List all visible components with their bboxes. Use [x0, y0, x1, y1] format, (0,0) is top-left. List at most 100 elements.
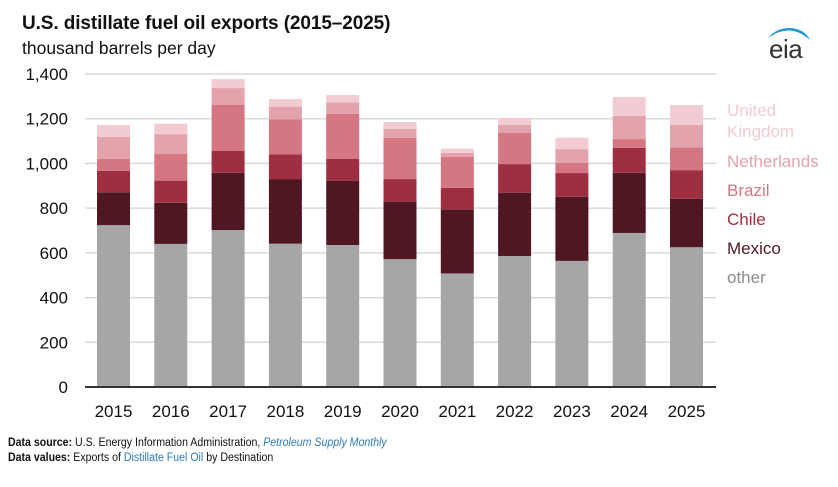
- bar-segment-chile[interactable]: [211, 150, 245, 173]
- legend-item-mexico[interactable]: Mexico: [727, 238, 781, 259]
- bar-segment-brazil[interactable]: [268, 119, 302, 155]
- bar-segment-chile[interactable]: [326, 158, 360, 181]
- x-tick-label: 2022: [496, 402, 534, 421]
- legend-item-netherlands[interactable]: Netherlands: [727, 151, 819, 172]
- legend-item-other[interactable]: other: [727, 267, 766, 288]
- bar-segment-chile[interactable]: [498, 164, 532, 193]
- bar-segment-other[interactable]: [612, 232, 646, 387]
- legend-label: Chile: [727, 210, 766, 229]
- bar-segment-other[interactable]: [326, 245, 360, 387]
- bar-segment-mexico[interactable]: [268, 179, 302, 244]
- bar-segment-united-kingdom[interactable]: [268, 99, 302, 107]
- bar-segment-chile[interactable]: [97, 170, 130, 193]
- bar-segment-other[interactable]: [555, 260, 589, 387]
- bar-stack-2024: [612, 97, 646, 387]
- legend-item-brazil[interactable]: Brazil: [727, 180, 770, 201]
- bar-segment-mexico[interactable]: [612, 172, 646, 233]
- bar-segment-netherlands[interactable]: [154, 134, 188, 155]
- bar-segment-netherlands[interactable]: [97, 136, 130, 159]
- bar-segment-netherlands[interactable]: [268, 106, 302, 120]
- bar-segment-united-kingdom[interactable]: [498, 118, 532, 125]
- bar-segment-other[interactable]: [383, 259, 417, 387]
- bar-segment-mexico[interactable]: [498, 192, 532, 256]
- bar-segment-chile[interactable]: [670, 170, 703, 199]
- bar-segment-brazil[interactable]: [383, 137, 417, 180]
- bar-segment-mexico[interactable]: [383, 201, 417, 260]
- bar-segment-mexico[interactable]: [555, 196, 589, 261]
- bar-segment-united-kingdom[interactable]: [97, 124, 130, 137]
- bar-segment-brazil[interactable]: [555, 162, 589, 174]
- bar-segment-united-kingdom[interactable]: [326, 95, 360, 103]
- bar-segment-chile[interactable]: [612, 147, 646, 173]
- bar-segment-other[interactable]: [670, 247, 703, 387]
- bar-segment-united-kingdom[interactable]: [612, 97, 646, 116]
- bar-stack-2021: [440, 148, 474, 387]
- y-tick-label: 400: [40, 289, 68, 308]
- bar-segment-chile[interactable]: [383, 179, 417, 202]
- bar-segment-brazil[interactable]: [211, 104, 245, 151]
- bar-segment-netherlands[interactable]: [555, 149, 589, 163]
- x-tick-label: 2015: [95, 402, 133, 421]
- bar-segment-chile[interactable]: [555, 173, 589, 197]
- bar-segment-other[interactable]: [211, 230, 245, 387]
- bar-stack-2017: [211, 79, 245, 387]
- bar-segment-netherlands[interactable]: [670, 124, 703, 148]
- legend-item-chile[interactable]: Chile: [727, 209, 766, 230]
- bar-segment-mexico[interactable]: [326, 180, 360, 246]
- eia-logo-text: eia: [769, 34, 803, 64]
- x-tick-label: 2016: [152, 402, 190, 421]
- bar-segment-united-kingdom[interactable]: [670, 105, 703, 125]
- bar-segment-mexico[interactable]: [440, 209, 474, 274]
- bar-segment-netherlands[interactable]: [612, 115, 646, 140]
- x-tick-label: 2025: [668, 402, 706, 421]
- data-source-line: Data source: U.S. Energy Information Adm…: [8, 437, 387, 449]
- chart-subtitle: thousand barrels per day: [22, 38, 216, 58]
- bar-segment-netherlands[interactable]: [440, 152, 474, 157]
- x-tick-label: 2017: [209, 402, 247, 421]
- y-tick-label: 800: [40, 199, 68, 218]
- bar-segment-other[interactable]: [268, 243, 302, 387]
- bar-stack-2016: [154, 123, 188, 387]
- bar-segment-brazil[interactable]: [326, 113, 360, 159]
- legend-label: Kingdom: [727, 122, 795, 141]
- bar-stack-2018: [268, 99, 302, 387]
- bar-segment-mexico[interactable]: [154, 202, 188, 244]
- bar-segment-united-kingdom[interactable]: [383, 122, 417, 129]
- legend-item-united-kingdom[interactable]: United Kingdom: [727, 100, 794, 142]
- bar-stack-2023: [555, 137, 589, 387]
- bar-segment-chile[interactable]: [154, 180, 188, 203]
- bar-segment-brazil[interactable]: [154, 154, 188, 181]
- bar-segment-mexico[interactable]: [670, 198, 703, 248]
- bar-segment-other[interactable]: [154, 243, 188, 387]
- bar-segment-chile[interactable]: [268, 154, 302, 180]
- data-values-suffix: by Destination: [206, 452, 274, 464]
- bar-segment-other[interactable]: [440, 273, 474, 387]
- bar-segment-netherlands[interactable]: [326, 102, 360, 114]
- bar-stack-2022: [498, 118, 532, 387]
- legend-label: United: [727, 101, 777, 120]
- bar-segment-other[interactable]: [498, 255, 532, 387]
- bar-segment-brazil[interactable]: [498, 133, 532, 165]
- bar-segment-chile[interactable]: [440, 187, 474, 210]
- eia-logo[interactable]: eia: [760, 20, 820, 70]
- bar-segment-mexico[interactable]: [97, 192, 130, 226]
- bar-segment-united-kingdom[interactable]: [555, 137, 589, 150]
- bar-segment-brazil[interactable]: [440, 156, 474, 188]
- distillate-fuel-oil-link[interactable]: Distillate Fuel Oil: [123, 452, 204, 464]
- bar-segment-united-kingdom[interactable]: [440, 148, 474, 153]
- bar-segment-other[interactable]: [97, 225, 130, 387]
- legend-label: Netherlands: [727, 152, 819, 171]
- x-tick-label: 2020: [381, 402, 419, 421]
- y-tick-label: 1,200: [25, 110, 68, 129]
- bar-segment-mexico[interactable]: [211, 172, 245, 231]
- bar-segment-netherlands[interactable]: [383, 128, 417, 138]
- x-tick-label: 2023: [553, 402, 591, 421]
- bar-segment-brazil[interactable]: [612, 139, 646, 148]
- bar-segment-united-kingdom[interactable]: [211, 79, 245, 89]
- bar-segment-netherlands[interactable]: [498, 124, 532, 134]
- bar-segment-netherlands[interactable]: [211, 88, 245, 105]
- bar-segment-brazil[interactable]: [670, 147, 703, 171]
- bar-segment-united-kingdom[interactable]: [154, 123, 188, 135]
- bar-segment-brazil[interactable]: [97, 158, 130, 171]
- petroleum-supply-monthly-link[interactable]: Petroleum Supply Monthly: [263, 437, 387, 449]
